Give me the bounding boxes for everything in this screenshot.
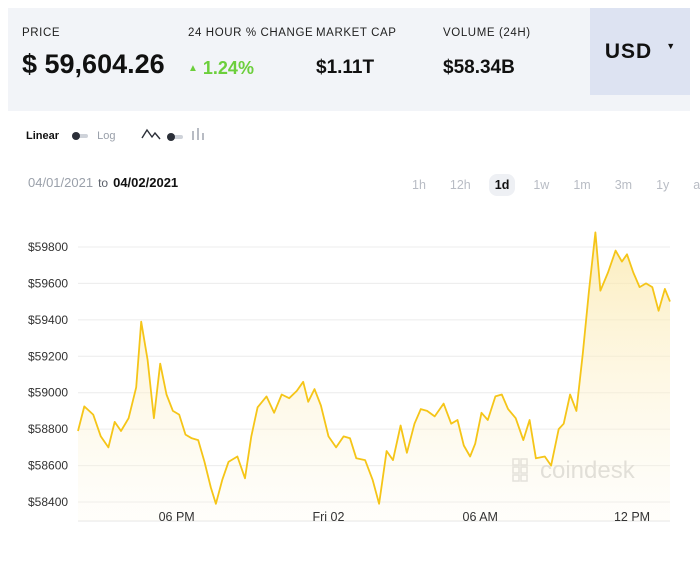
y-tick-label: $59600	[28, 276, 68, 290]
y-tick-label: $59800	[28, 240, 68, 254]
chart-type-switch[interactable]	[167, 132, 183, 141]
x-tick-label: 06 AM	[463, 510, 498, 524]
currency-label: USD	[604, 39, 653, 63]
scale-switch[interactable]	[72, 132, 89, 141]
change-label: 24 HOUR % CHANGE	[188, 27, 314, 39]
y-tick-label: $59200	[28, 349, 68, 363]
currency-selector[interactable]: USD ▼	[590, 8, 690, 95]
range-button-12h[interactable]: 12h	[449, 178, 471, 192]
price-line[interactable]	[77, 231, 671, 505]
date-to-word: to	[98, 176, 109, 190]
line-chart-icon[interactable]	[141, 127, 161, 146]
y-tick-label: $58800	[28, 422, 68, 436]
y-tick-label: $59000	[28, 386, 68, 400]
range-button-all[interactable]: all	[693, 178, 700, 192]
range-button-1w[interactable]: 1w	[533, 178, 550, 192]
x-tick-label: Fri 02	[312, 510, 344, 524]
stats-panel: PRICE $ 59,604.26 24 HOUR % CHANGE ▲ 1.24…	[8, 8, 690, 111]
y-tick-label: $58600	[28, 459, 68, 473]
scale-toggle[interactable]: Linear Log	[26, 130, 116, 142]
time-range-buttons: 1h 12h 1d 1w 1m 3m 1y all	[406, 174, 700, 196]
up-arrow-icon: ▲	[188, 63, 198, 74]
x-tick-label: 12 PM	[614, 510, 650, 524]
x-tick-label: 06 PM	[159, 510, 195, 524]
price-value: $ 59,604.26	[22, 49, 165, 79]
date-to[interactable]: 04/02/2021	[113, 175, 179, 190]
x-axis-ticks: 06 PM Fri 02 06 AM 12 PM	[159, 510, 651, 524]
y-tick-label: $58400	[28, 495, 68, 509]
y-tick-label: $59400	[28, 313, 68, 327]
y-axis-ticks: $59800 $59600 $59400 $59200 $59000 $58800 $586…	[28, 240, 68, 509]
change-value-wrapper: ▲ 1.24%	[188, 58, 254, 79]
range-button-1h[interactable]: 1h	[412, 178, 426, 192]
volume-value: $58.34B	[443, 57, 515, 78]
price-label: PRICE	[22, 27, 61, 39]
range-button-1y[interactable]: 1y	[656, 178, 670, 192]
market-cap-label: MARKET CAP	[316, 27, 397, 39]
market-cap-value: $1.11T	[316, 57, 375, 78]
chart-type-toggle[interactable]	[141, 127, 205, 146]
range-button-3m[interactable]: 3m	[614, 178, 633, 192]
date-range: 04/01/2021 to 04/02/2021	[28, 175, 178, 190]
scale-switch-knob	[72, 132, 81, 141]
change-value: 1.24%	[202, 58, 254, 78]
chevron-down-icon: ▼	[666, 40, 676, 51]
range-button-1m[interactable]: 1m	[573, 178, 591, 192]
volume-label: VOLUME (24H)	[443, 27, 531, 39]
chart-type-switch-knob	[167, 132, 175, 141]
candlestick-chart-icon[interactable]	[191, 127, 205, 146]
scale-linear-label[interactable]: Linear	[26, 130, 60, 142]
scale-log-label[interactable]: Log	[97, 130, 116, 142]
price-area	[78, 232, 670, 521]
range-button-1d[interactable]: 1d	[488, 174, 516, 196]
date-from[interactable]: 04/01/2021	[28, 175, 94, 190]
